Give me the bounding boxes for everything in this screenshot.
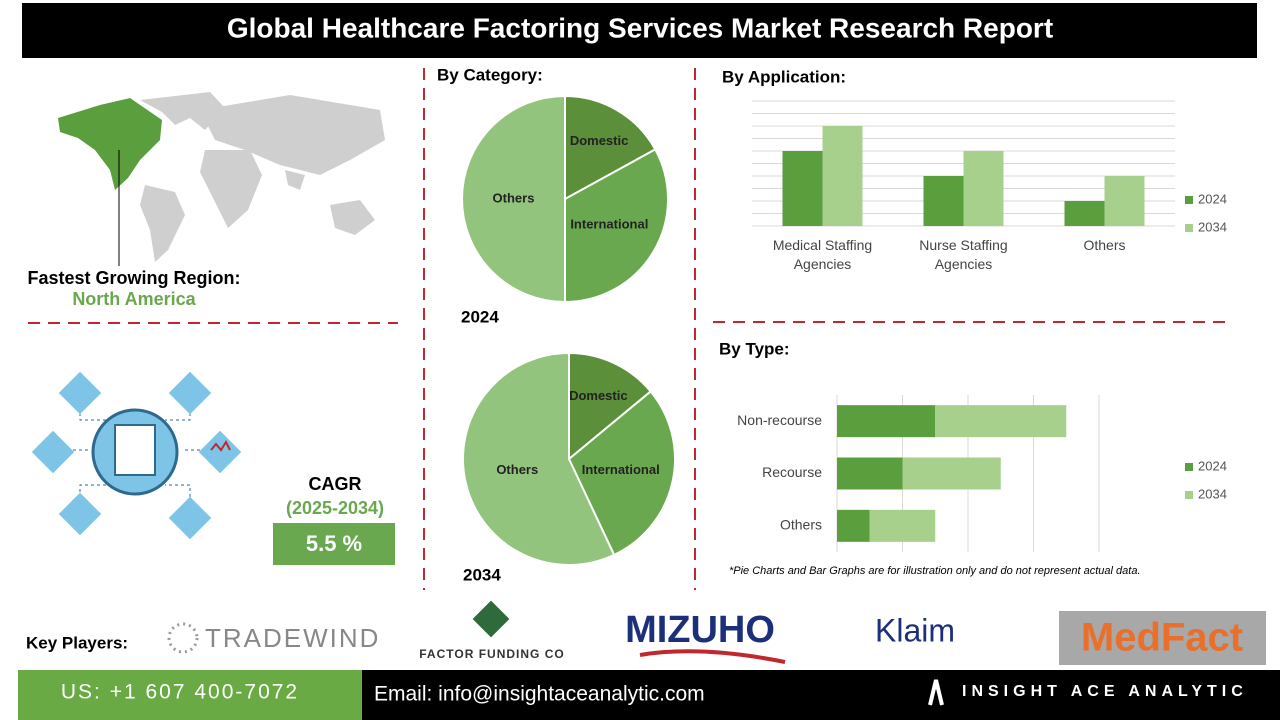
logo-medfact [1059,611,1266,665]
logo-factor-funding: FACTOR FUNDING CO [419,600,564,661]
pie-slice [568,351,653,462]
title: Global Healthcare Factoring Services Mar… [227,12,1053,43]
brand-icon [928,679,944,706]
logo-mizuho: MIZUHO [625,609,786,664]
legend-swatch [1185,196,1193,204]
y-tick-label: Non-recourse [737,412,822,428]
slice-label: International [582,462,660,477]
bar [935,405,1067,438]
company: TRADEWIND [205,623,380,653]
legend-label: 2024 [1198,458,1227,473]
chart-title: By Type: [719,339,790,358]
cagr-box [273,523,395,565]
bar [837,509,870,542]
bar [1064,201,1105,226]
bar [963,151,1004,226]
pie-year: 2024 [461,307,499,326]
note: *Pie Charts and Bar Graphs are for illus… [729,565,1141,577]
bar [923,176,964,226]
pie-year: 2034 [463,565,501,584]
company: FACTOR FUNDING CO [419,647,564,661]
y-tick-label: Recourse [762,464,822,480]
slice-label: Others [493,190,535,205]
brand: INSIGHT ACE ANALYTIC [962,683,1248,700]
title-bar [22,3,1257,58]
x-tick-label: Nurse Staffing Agencies [919,237,1008,272]
world-map [140,92,385,262]
chart-title: By Application: [722,67,846,86]
legend-label: 2024 [1198,191,1227,206]
bar [822,126,863,226]
legend-swatch [1185,463,1193,471]
pie-slice [564,148,669,304]
legend-swatch [1185,491,1193,499]
cagr-label: CAGR [309,474,362,494]
company: MIZUHO [625,609,775,651]
x-tick-label: Medical Staffing Agencies [772,237,873,272]
bar [837,457,903,490]
category-heading: By Category: [437,65,543,84]
footer-bar [362,670,1280,720]
pie-slice [564,94,657,201]
slice-label: Domestic [570,133,629,148]
cagr-period: (2025-2034) [286,498,384,518]
logo-tradewind: TRADEWIND [167,622,380,654]
company: Klaim [875,612,955,648]
bar [902,457,1001,490]
x-tick-label: Nurse Staffing Agencies [919,237,1008,272]
legend-label: 2034 [1198,219,1227,234]
slice-label: Others [496,462,538,477]
y-tick-label: Others [780,517,822,533]
dividers [28,68,1228,590]
legend-swatch [1185,224,1193,232]
x-tick-label: Others [1083,237,1126,253]
healthcare-icons [31,371,242,540]
key-players-label: Key Players: [26,633,128,652]
x-tick-label: Medical Staffing Agencies [772,237,873,272]
pie-slice [461,94,566,304]
cagr-value: 5.5 % [306,531,362,556]
email: Email: info@insightaceanalytic.com [374,683,705,706]
north-america [58,98,162,190]
region-value: North America [72,289,196,309]
bar [1104,176,1145,226]
region-label: Fastest Growing Region: [27,268,240,288]
slice-label: International [570,217,648,232]
x-tick-label: Others [1083,237,1126,253]
slice-label: Domestic [569,388,628,403]
legend-label: 2034 [1198,486,1227,501]
bar [837,405,936,438]
bar [782,151,823,226]
phone-box [18,670,362,720]
pie-slice [462,351,616,566]
phone: US: +1 607 400-7072 [61,681,299,704]
company: MedFact [1081,616,1243,660]
bar [869,509,936,542]
